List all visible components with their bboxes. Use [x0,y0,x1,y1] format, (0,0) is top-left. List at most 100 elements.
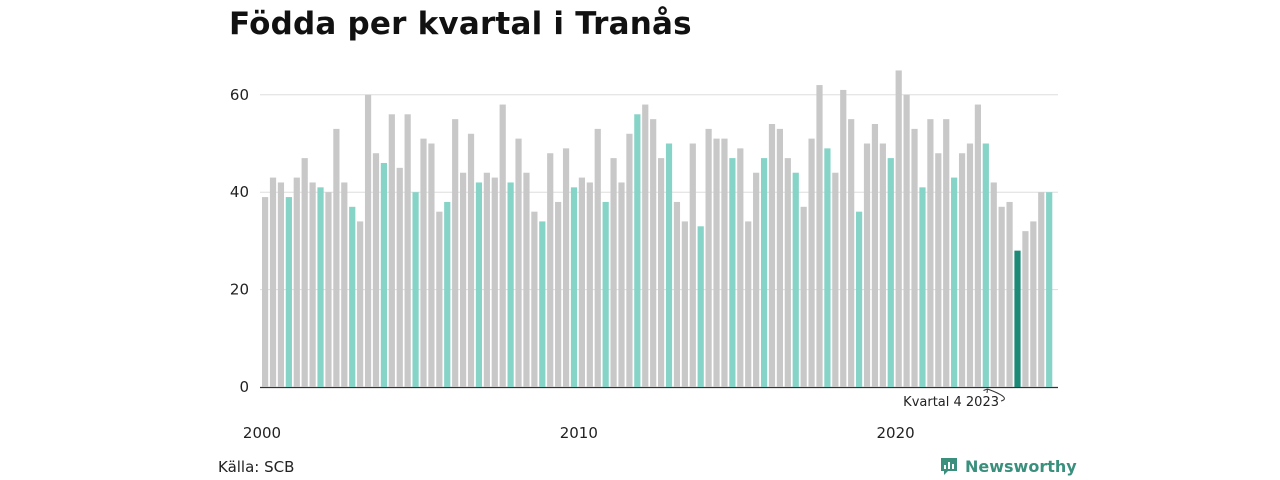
bar [365,95,371,387]
bar [745,221,751,387]
bar [587,182,593,387]
bar [808,139,814,387]
bar [579,178,585,387]
bar [999,207,1005,387]
x-tick-labels: 2000 2010 2020 [243,424,915,442]
bar [381,163,387,387]
bar [793,173,799,387]
x-tick-label: 2010 [560,424,598,442]
bar [436,212,442,387]
bar [444,202,450,387]
bar [991,182,997,387]
bar [832,173,838,387]
bar [864,144,870,388]
bar [753,173,759,387]
bar [618,182,624,387]
bar [904,95,910,387]
bar [468,134,474,387]
bar [737,148,743,387]
annotation-label: Kvartal 4 2023 [903,395,999,410]
bar-chart: 0 20 40 60 2000 2010 2020 Kvartal 4 2023 [0,0,1280,450]
bar [951,178,957,387]
bar [967,144,973,388]
bar [872,124,878,387]
bar [888,158,894,387]
bar [1038,192,1044,387]
bar [476,182,482,387]
annotation: Kvartal 4 2023 [903,389,1004,410]
bar [460,173,466,387]
bar [721,139,727,387]
bar [294,178,300,387]
bar [848,119,854,387]
bar [880,144,886,388]
annotation-arrowhead [984,389,988,393]
bar [349,207,355,387]
bar [492,178,498,387]
bar [515,139,521,387]
x-tick-label: 2000 [243,424,281,442]
bar [286,197,292,387]
bar [484,173,490,387]
y-tick-label: 20 [230,281,249,299]
bar [610,158,616,387]
bar [420,139,426,387]
bar [333,129,339,387]
bar [1030,221,1036,387]
brand-name: Newsworthy [965,457,1077,476]
bar [325,192,331,387]
bar [785,158,791,387]
bar [539,221,545,387]
bar [634,114,640,387]
bar [310,182,316,387]
bar [523,173,529,387]
bar [698,226,704,387]
bar [761,158,767,387]
bar [508,182,514,387]
bar [500,105,506,387]
bar [650,119,656,387]
bar [674,202,680,387]
bar [658,158,664,387]
x-tick-label: 2020 [877,424,915,442]
bar [777,129,783,387]
bar [428,144,434,388]
bars [262,70,1052,387]
bar [911,129,917,387]
y-tick-label: 60 [230,86,249,104]
bar [983,144,989,388]
bar [412,192,418,387]
bar [341,182,347,387]
source-text: Källa: SCB [218,458,294,476]
bar [943,119,949,387]
bar [706,129,712,387]
bar [373,153,379,387]
bar [262,197,268,387]
bar [452,119,458,387]
bar [769,124,775,387]
bar [896,70,902,387]
bar [935,153,941,387]
bar [816,85,822,387]
bar [531,212,537,387]
bar [555,202,561,387]
bar [801,207,807,387]
bar [278,182,284,387]
bar [713,139,719,387]
bar [666,144,672,388]
y-tick-labels: 0204060 [230,86,249,396]
bar [682,221,688,387]
bar [919,187,925,387]
bar [563,148,569,387]
bar [824,148,830,387]
bar [397,168,403,387]
bar [405,114,411,387]
bar [927,119,933,387]
bar [603,202,609,387]
bar [840,90,846,387]
bar [626,134,632,387]
bar [595,129,601,387]
bar [642,105,648,387]
bar [1006,202,1012,387]
bar [357,221,363,387]
